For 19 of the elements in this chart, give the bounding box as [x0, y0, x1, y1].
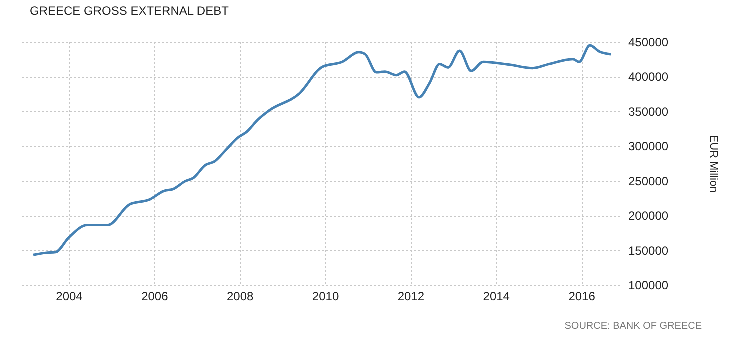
x-tick-label: 2012 [398, 290, 425, 304]
x-tick-label: 2010 [312, 290, 340, 304]
y-tick-label: 300000 [628, 140, 669, 154]
x-tick-label: 2004 [56, 290, 84, 304]
y-axis-title: EUR Million [708, 135, 720, 193]
y-tick-label: 250000 [628, 174, 669, 188]
y-tick-label: 450000 [628, 36, 669, 50]
source-note: SOURCE: BANK OF GREECE [564, 321, 702, 332]
x-tick-label: 2014 [483, 290, 510, 304]
y-tick-label: 400000 [628, 70, 669, 84]
line-series [32, 44, 612, 256]
y-tick-label: 200000 [628, 209, 669, 224]
chart-title: GREECE GROSS EXTERNAL DEBT [30, 4, 230, 18]
x-tick-label: 2008 [226, 290, 254, 304]
x-tick-label: 2006 [142, 290, 169, 304]
y-tick-label: 350000 [628, 104, 669, 119]
x-tick-label: 2016 [568, 290, 596, 304]
y-tick-label: 100000 [628, 278, 669, 292]
y-tick-label: 150000 [628, 244, 669, 258]
